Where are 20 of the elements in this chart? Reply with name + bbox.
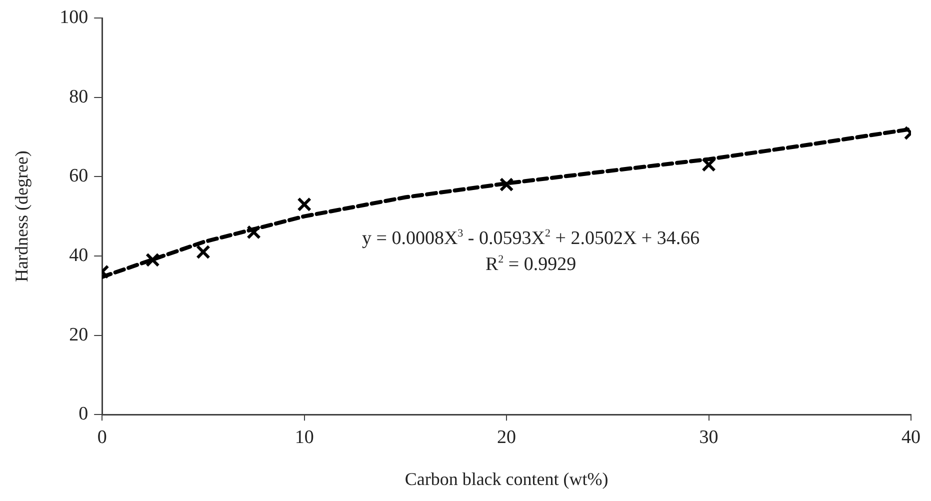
y-tick-label: 0 bbox=[78, 404, 88, 425]
x-axis-title: Carbon black content (wt%) bbox=[404, 468, 608, 489]
point bbox=[297, 197, 312, 212]
point bbox=[196, 244, 210, 260]
x-tick-label: 40 bbox=[902, 426, 920, 448]
point bbox=[499, 177, 514, 192]
x-tick-label: 10 bbox=[294, 426, 314, 448]
point bbox=[146, 252, 160, 268]
y-tick-label: 60 bbox=[69, 166, 88, 187]
y-tick-label: 80 bbox=[69, 86, 88, 108]
x-tick-label: 30 bbox=[699, 426, 718, 448]
y-tick-label: 40 bbox=[69, 244, 88, 266]
point bbox=[246, 225, 261, 240]
x-tick-label: 0 bbox=[97, 426, 107, 448]
y-tick-label: 100 bbox=[60, 6, 88, 28]
x-tick-label: 20 bbox=[497, 426, 516, 448]
line-series bbox=[102, 127, 911, 279]
y-axis-title: Hardness (degree) bbox=[12, 150, 32, 282]
point bbox=[702, 158, 716, 172]
y-tick-label: 20 bbox=[69, 324, 88, 346]
